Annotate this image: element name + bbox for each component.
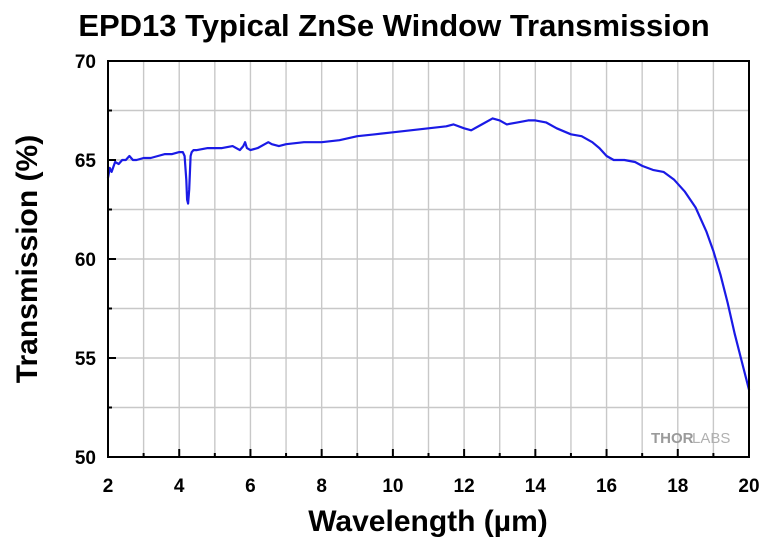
x-tick-label: 2 (103, 476, 114, 497)
series-layer (106, 117, 751, 391)
y-tick-label: 65 (75, 151, 97, 172)
x-tick-label: 16 (596, 476, 617, 497)
y-tick-label: 70 (75, 52, 96, 73)
chart-title: EPD13 Typical ZnSe Window Transmission (78, 8, 709, 43)
axis-ticks (107, 60, 750, 458)
y-tick-label: 60 (75, 250, 96, 271)
y-tick-label: 50 (75, 448, 96, 469)
x-tick-label: 4 (174, 476, 185, 497)
y-axis-label: Transmission (%) (11, 135, 44, 383)
watermark-thor: THOR (651, 430, 694, 447)
x-tick-label: 14 (525, 476, 547, 497)
thorlabs-watermark: THOR LABS (651, 430, 730, 447)
x-tick-label: 18 (667, 476, 688, 497)
x-tick-label: 10 (382, 476, 403, 497)
grid (108, 61, 749, 457)
y-tick-label: 55 (75, 349, 97, 370)
x-tick-label: 8 (316, 476, 327, 497)
x-tick-label: 20 (738, 476, 759, 497)
series-line-0 (106, 117, 751, 391)
tick-labels: 2 4 6 8 10 12 14 16 18 20 50 55 60 65 70 (75, 52, 760, 497)
x-tick-label: 6 (245, 476, 256, 497)
x-tick-label: 12 (454, 476, 475, 497)
x-axis-label: Wavelength (µm) (308, 505, 548, 538)
watermark-labs: LABS (692, 430, 730, 447)
